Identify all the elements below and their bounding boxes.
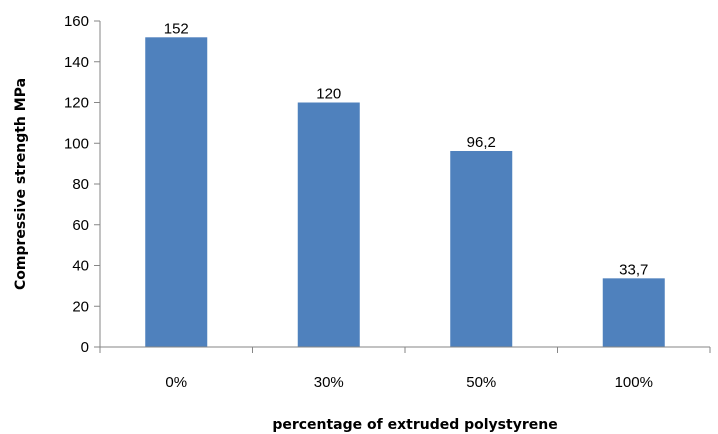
y-axis-title: Compressive strength MPa <box>13 78 29 290</box>
y-tick-label: 160 <box>64 13 89 30</box>
x-axis-title: percentage of extruded polystyrene <box>272 417 557 433</box>
bar <box>297 102 360 347</box>
y-tick-label: 140 <box>64 54 89 71</box>
y-tick-label: 100 <box>64 135 89 152</box>
bar-value-label: 33,7 <box>619 261 648 278</box>
x-tick-label: 50% <box>466 374 496 391</box>
y-tick-label: 0 <box>81 339 89 356</box>
x-tick-label: 30% <box>314 374 344 391</box>
y-tick-label: 40 <box>72 258 89 275</box>
bar-value-label: 120 <box>316 86 341 103</box>
data-labels: 152 120 96,2 33,7 <box>164 20 649 278</box>
y-tick-label: 20 <box>72 298 89 315</box>
x-axis-ticks <box>99 347 711 353</box>
x-tick-labels: 0% 30% 50% 100% <box>165 374 653 391</box>
bar-value-label: 96,2 <box>467 134 496 151</box>
y-axis-ticks: 0 20 40 60 80 100 120 140 160 <box>64 13 100 356</box>
bar <box>145 37 208 348</box>
y-tick-label: 80 <box>72 176 89 193</box>
x-tick-label: 0% <box>165 374 187 391</box>
bars <box>145 37 665 348</box>
bar-value-label: 152 <box>164 20 189 37</box>
x-tick-label: 100% <box>615 374 653 391</box>
bar <box>450 150 513 347</box>
bar <box>602 278 665 347</box>
y-tick-label: 120 <box>64 95 89 112</box>
y-tick-label: 60 <box>72 217 89 234</box>
